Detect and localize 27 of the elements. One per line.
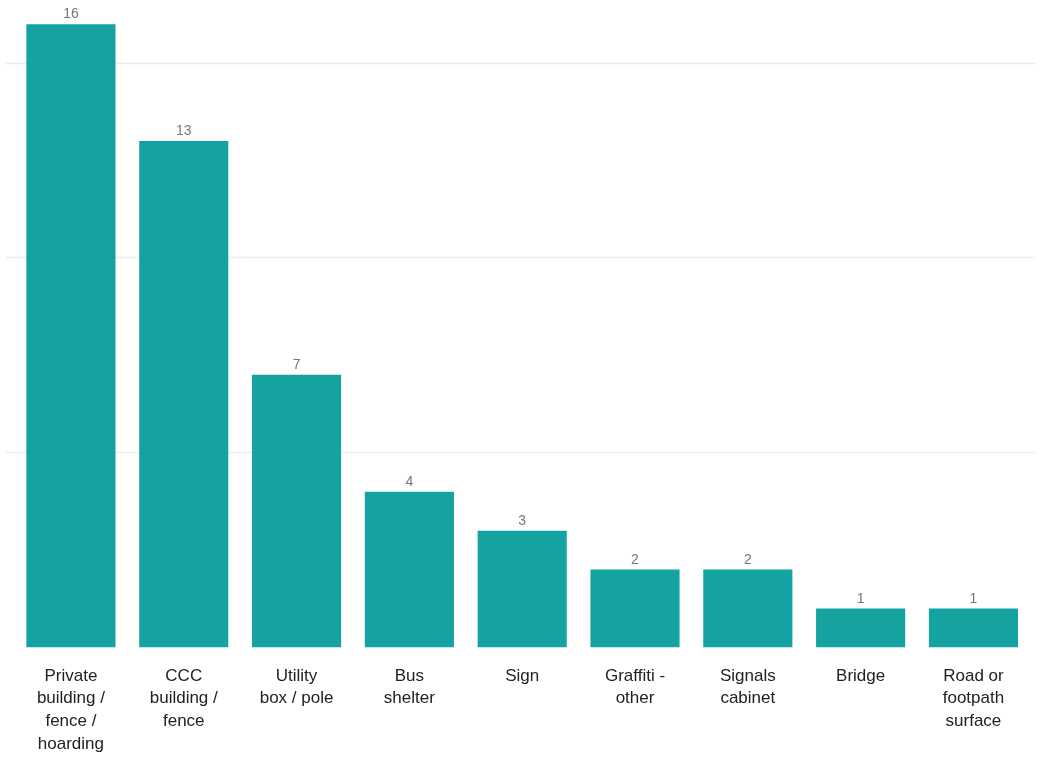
x-tick-label: Utility box / pole xyxy=(259,665,334,708)
bar xyxy=(252,374,342,648)
x-tick-label: Private building / fence / hoarding xyxy=(36,665,106,753)
x-tick-label: Graffiti - other xyxy=(604,665,666,708)
x-tick-label: Bridge xyxy=(836,665,886,685)
data-label: 13 xyxy=(175,122,192,139)
data-label: 2 xyxy=(631,550,640,567)
data-label: 1 xyxy=(969,589,978,606)
x-tick-label: Road or footpath surface xyxy=(942,665,1005,731)
bar xyxy=(703,569,793,648)
data-label: 7 xyxy=(292,355,301,372)
bar xyxy=(590,569,680,648)
bar xyxy=(816,608,906,648)
data-label: 2 xyxy=(743,550,752,567)
bar xyxy=(928,608,1019,648)
bar xyxy=(26,24,116,648)
x-tick-label: Signals cabinet xyxy=(719,665,776,708)
bar xyxy=(477,530,567,648)
bar xyxy=(364,491,454,648)
x-tick-label: Bus shelter xyxy=(383,665,436,708)
bar xyxy=(139,141,229,648)
data-label: 1 xyxy=(856,589,865,606)
data-label: 16 xyxy=(63,5,79,22)
x-tick-label: Sign xyxy=(505,665,540,685)
x-tick-label: CCC building / fence xyxy=(149,665,219,731)
data-label: 3 xyxy=(518,511,527,528)
data-label: 4 xyxy=(405,472,414,489)
